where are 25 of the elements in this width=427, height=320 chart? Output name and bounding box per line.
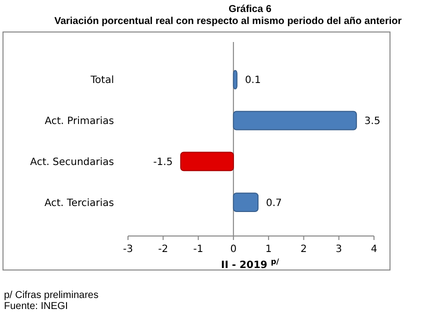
x-tick-label: 4 [370,244,378,255]
x-tick-label: 2 [300,244,307,255]
y-tick-label: Total [90,75,114,86]
bar [232,192,259,212]
y-tick-label: Act. Terciarias [44,198,114,209]
x-tick-label: -3 [123,244,133,255]
x-tick-label: -1 [193,244,204,255]
x-tick-label: 1 [265,244,272,255]
y-tick-label: Act. Primarias [44,116,114,128]
x-tick-label: 3 [336,244,342,255]
bar [180,152,234,172]
bar [232,110,357,130]
data-label: 3.5 [364,116,380,128]
data-label: -1.5 [153,156,173,168]
text: p/ Cifras preliminares [4,290,98,301]
x-tick-label: 0 [230,244,237,255]
source-note: Fuente: INEGI [4,301,68,312]
chart-subtitle: Variación porcentual real con respecto al mismo periodo del año anterior [54,16,402,27]
x-tick-label: -2 [158,244,168,255]
data-label: 0.7 [266,198,282,209]
chart-title: Gráfica 6 [228,4,272,15]
x-axis-title: II - 2019 $^{p/}$ [221,256,280,271]
data-label: 0.1 [244,75,261,86]
bar [232,70,238,90]
y-tick-label: Act. Secundarias [30,156,114,168]
